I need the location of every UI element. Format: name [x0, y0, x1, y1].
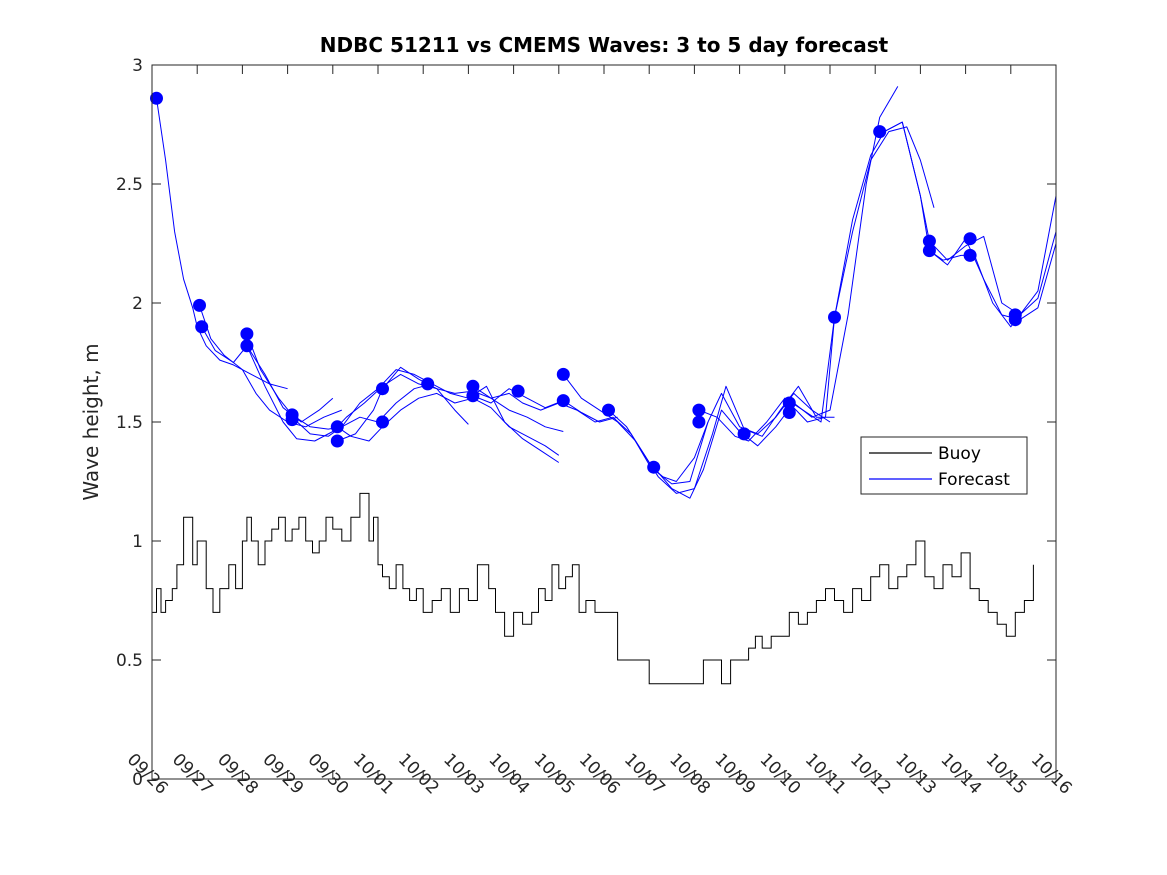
forecast-marker [963, 232, 977, 246]
forecast-marker [1008, 313, 1022, 327]
buoy-series-line [152, 492, 1034, 685]
forecast-marker [330, 434, 344, 448]
forecast-run-line-9 [472, 388, 618, 423]
forecast-run-line-6 [337, 392, 560, 456]
forecast-marker [922, 234, 936, 248]
forecast-run-line-4 [246, 345, 469, 442]
forecast-marker [193, 298, 206, 312]
forecast-marker [556, 394, 570, 408]
forecast-marker [466, 379, 480, 393]
forecast-run-line-2 [201, 326, 334, 423]
forecast-marker [828, 310, 841, 324]
forecast-marker [963, 248, 977, 262]
forecast-marker [421, 377, 435, 391]
forecast-marker [782, 406, 796, 419]
legend-box [860, 436, 1028, 495]
forecast-marker [647, 460, 661, 474]
chart-title: NDBC 51211 vs CMEMS Waves: 3 to 5 day fo… [320, 33, 889, 57]
y-tick-label: 3 [132, 56, 143, 76]
forecast-marker [285, 413, 299, 427]
forecast-run-line-1 [199, 305, 342, 428]
y-tick-label: 0 [132, 770, 143, 790]
forecast-marker [873, 125, 887, 139]
y-tick-label: 1 [132, 532, 143, 552]
forecast-marker [922, 244, 936, 258]
legend-buoy-label: Buoy [938, 444, 981, 464]
forecast-marker [376, 382, 389, 396]
forecast-marker [195, 320, 209, 334]
forecast-marker [556, 367, 570, 381]
forecast-marker [466, 389, 480, 403]
forecast-marker [737, 427, 751, 441]
forecast-marker [330, 420, 344, 434]
y-axis-title: Wave height, m [79, 343, 103, 500]
series-layer [150, 86, 1057, 685]
forecast-run-line-12 [653, 86, 899, 499]
y-tick-label: 0.5 [116, 651, 143, 671]
forecast-marker [150, 91, 163, 105]
y-tick-label: 1.5 [116, 413, 143, 433]
forecast-run-line-16 [929, 238, 1057, 321]
forecast-marker [602, 403, 615, 417]
forecast-run-line-8 [472, 385, 709, 482]
forecast-run-line-0 [156, 98, 288, 390]
forecast-marker [692, 415, 706, 429]
forecast-marker [692, 403, 706, 417]
forecast-marker [240, 327, 254, 341]
y-tick-label: 2 [132, 294, 143, 314]
forecast-marker [511, 384, 525, 398]
legend-forecast-label: Forecast [938, 470, 1010, 490]
forecast-run-line-7 [337, 366, 564, 442]
y-tick-label: 2.5 [116, 175, 143, 195]
forecast-marker [240, 339, 254, 353]
legend: Buoy Forecast [860, 436, 1028, 495]
forecast-marker [376, 415, 389, 429]
forecast-run-line-11 [608, 385, 835, 494]
forecast-marker [782, 396, 796, 410]
